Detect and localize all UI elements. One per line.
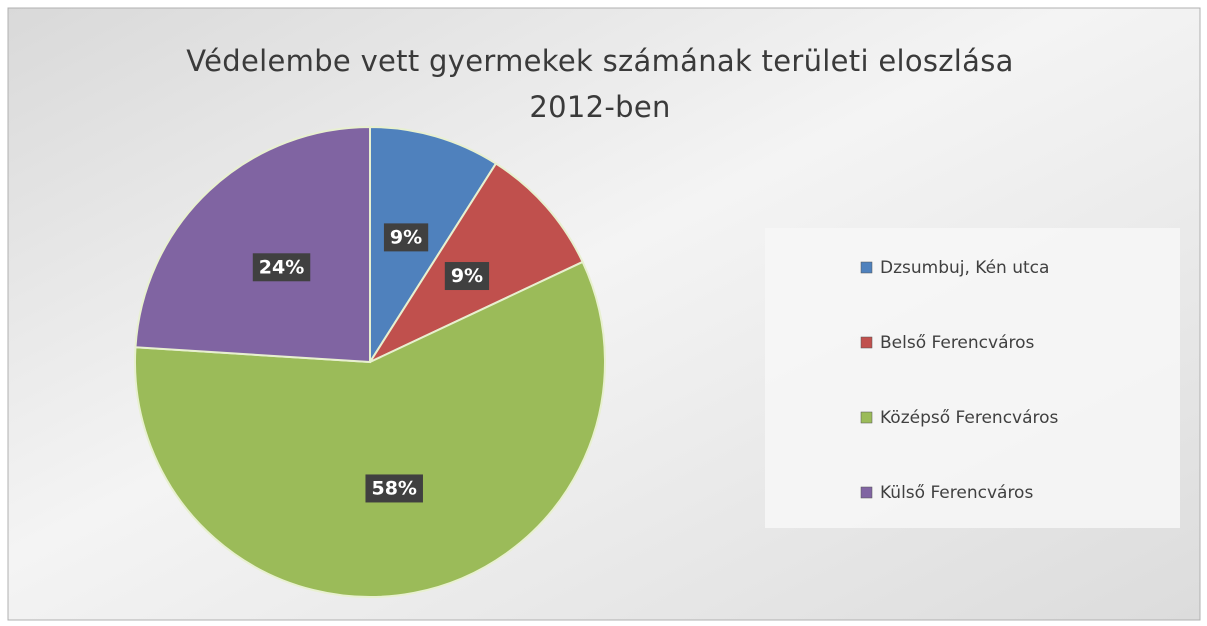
legend-marker	[860, 486, 873, 499]
pie-slice	[134, 125, 371, 364]
data-label: 9%	[390, 226, 422, 248]
data-label: 24%	[259, 256, 304, 278]
legend-marker	[860, 336, 873, 349]
legend-label: Belső Ferencváros	[880, 333, 1035, 353]
legend-label: Középső Ferencváros	[880, 408, 1059, 428]
chart-title: Védelembe vett gyermekek számának terüle…	[186, 44, 1014, 124]
legend-label: Dzsumbuj, Kén utca	[880, 258, 1049, 278]
data-label-bg	[252, 253, 311, 282]
pie-slice	[134, 260, 606, 598]
data-label-bg	[444, 262, 490, 291]
legend-marker	[860, 261, 873, 274]
data-label-bg	[383, 223, 429, 252]
legend-label: Külső Ferencváros	[880, 483, 1033, 503]
data-label: 58%	[371, 477, 416, 499]
data-label-bg	[365, 474, 423, 503]
legend-box	[765, 228, 1180, 528]
pie-slice	[369, 125, 498, 366]
data-label: 9%	[451, 265, 483, 287]
legend-marker	[860, 411, 873, 424]
